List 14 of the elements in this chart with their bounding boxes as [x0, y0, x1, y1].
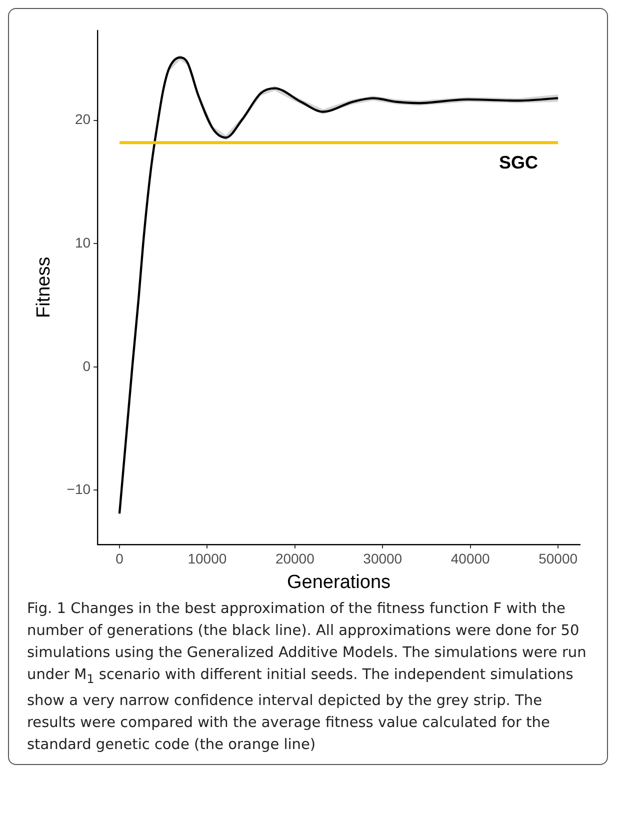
x-tick-label: 0: [116, 550, 124, 567]
y-tick-label: −10: [66, 481, 91, 498]
x-tick-label: 30000: [363, 550, 402, 567]
y-tick-label: 0: [82, 358, 91, 374]
x-tick-label: 10000: [188, 550, 227, 567]
x-tick-label: 40000: [450, 550, 490, 567]
x-axis-title: Generations: [287, 572, 391, 593]
x-tick-label: 50000: [538, 550, 578, 567]
x-tick-label: 20000: [275, 550, 315, 567]
y-axis-title: Fitness: [34, 256, 55, 318]
y-tick-label: 10: [74, 234, 91, 250]
ref-line-label: SGC: [499, 152, 538, 173]
y-tick-label: 20: [74, 111, 91, 128]
text: Fig. 1 Changes in the best approximation of the fitness function F with the number of generations (the black line). All approximations were done for 50 simulations using the Generalized Additive Models. The simulations were run under M$_{1}$ scenario with different initial seeds. The independent simulations show a very narrow confidence interval depicted by the grey strip. The results were compared with the average fitness value calculated for the standard genetic code (the orange line): [27, 601, 586, 753]
